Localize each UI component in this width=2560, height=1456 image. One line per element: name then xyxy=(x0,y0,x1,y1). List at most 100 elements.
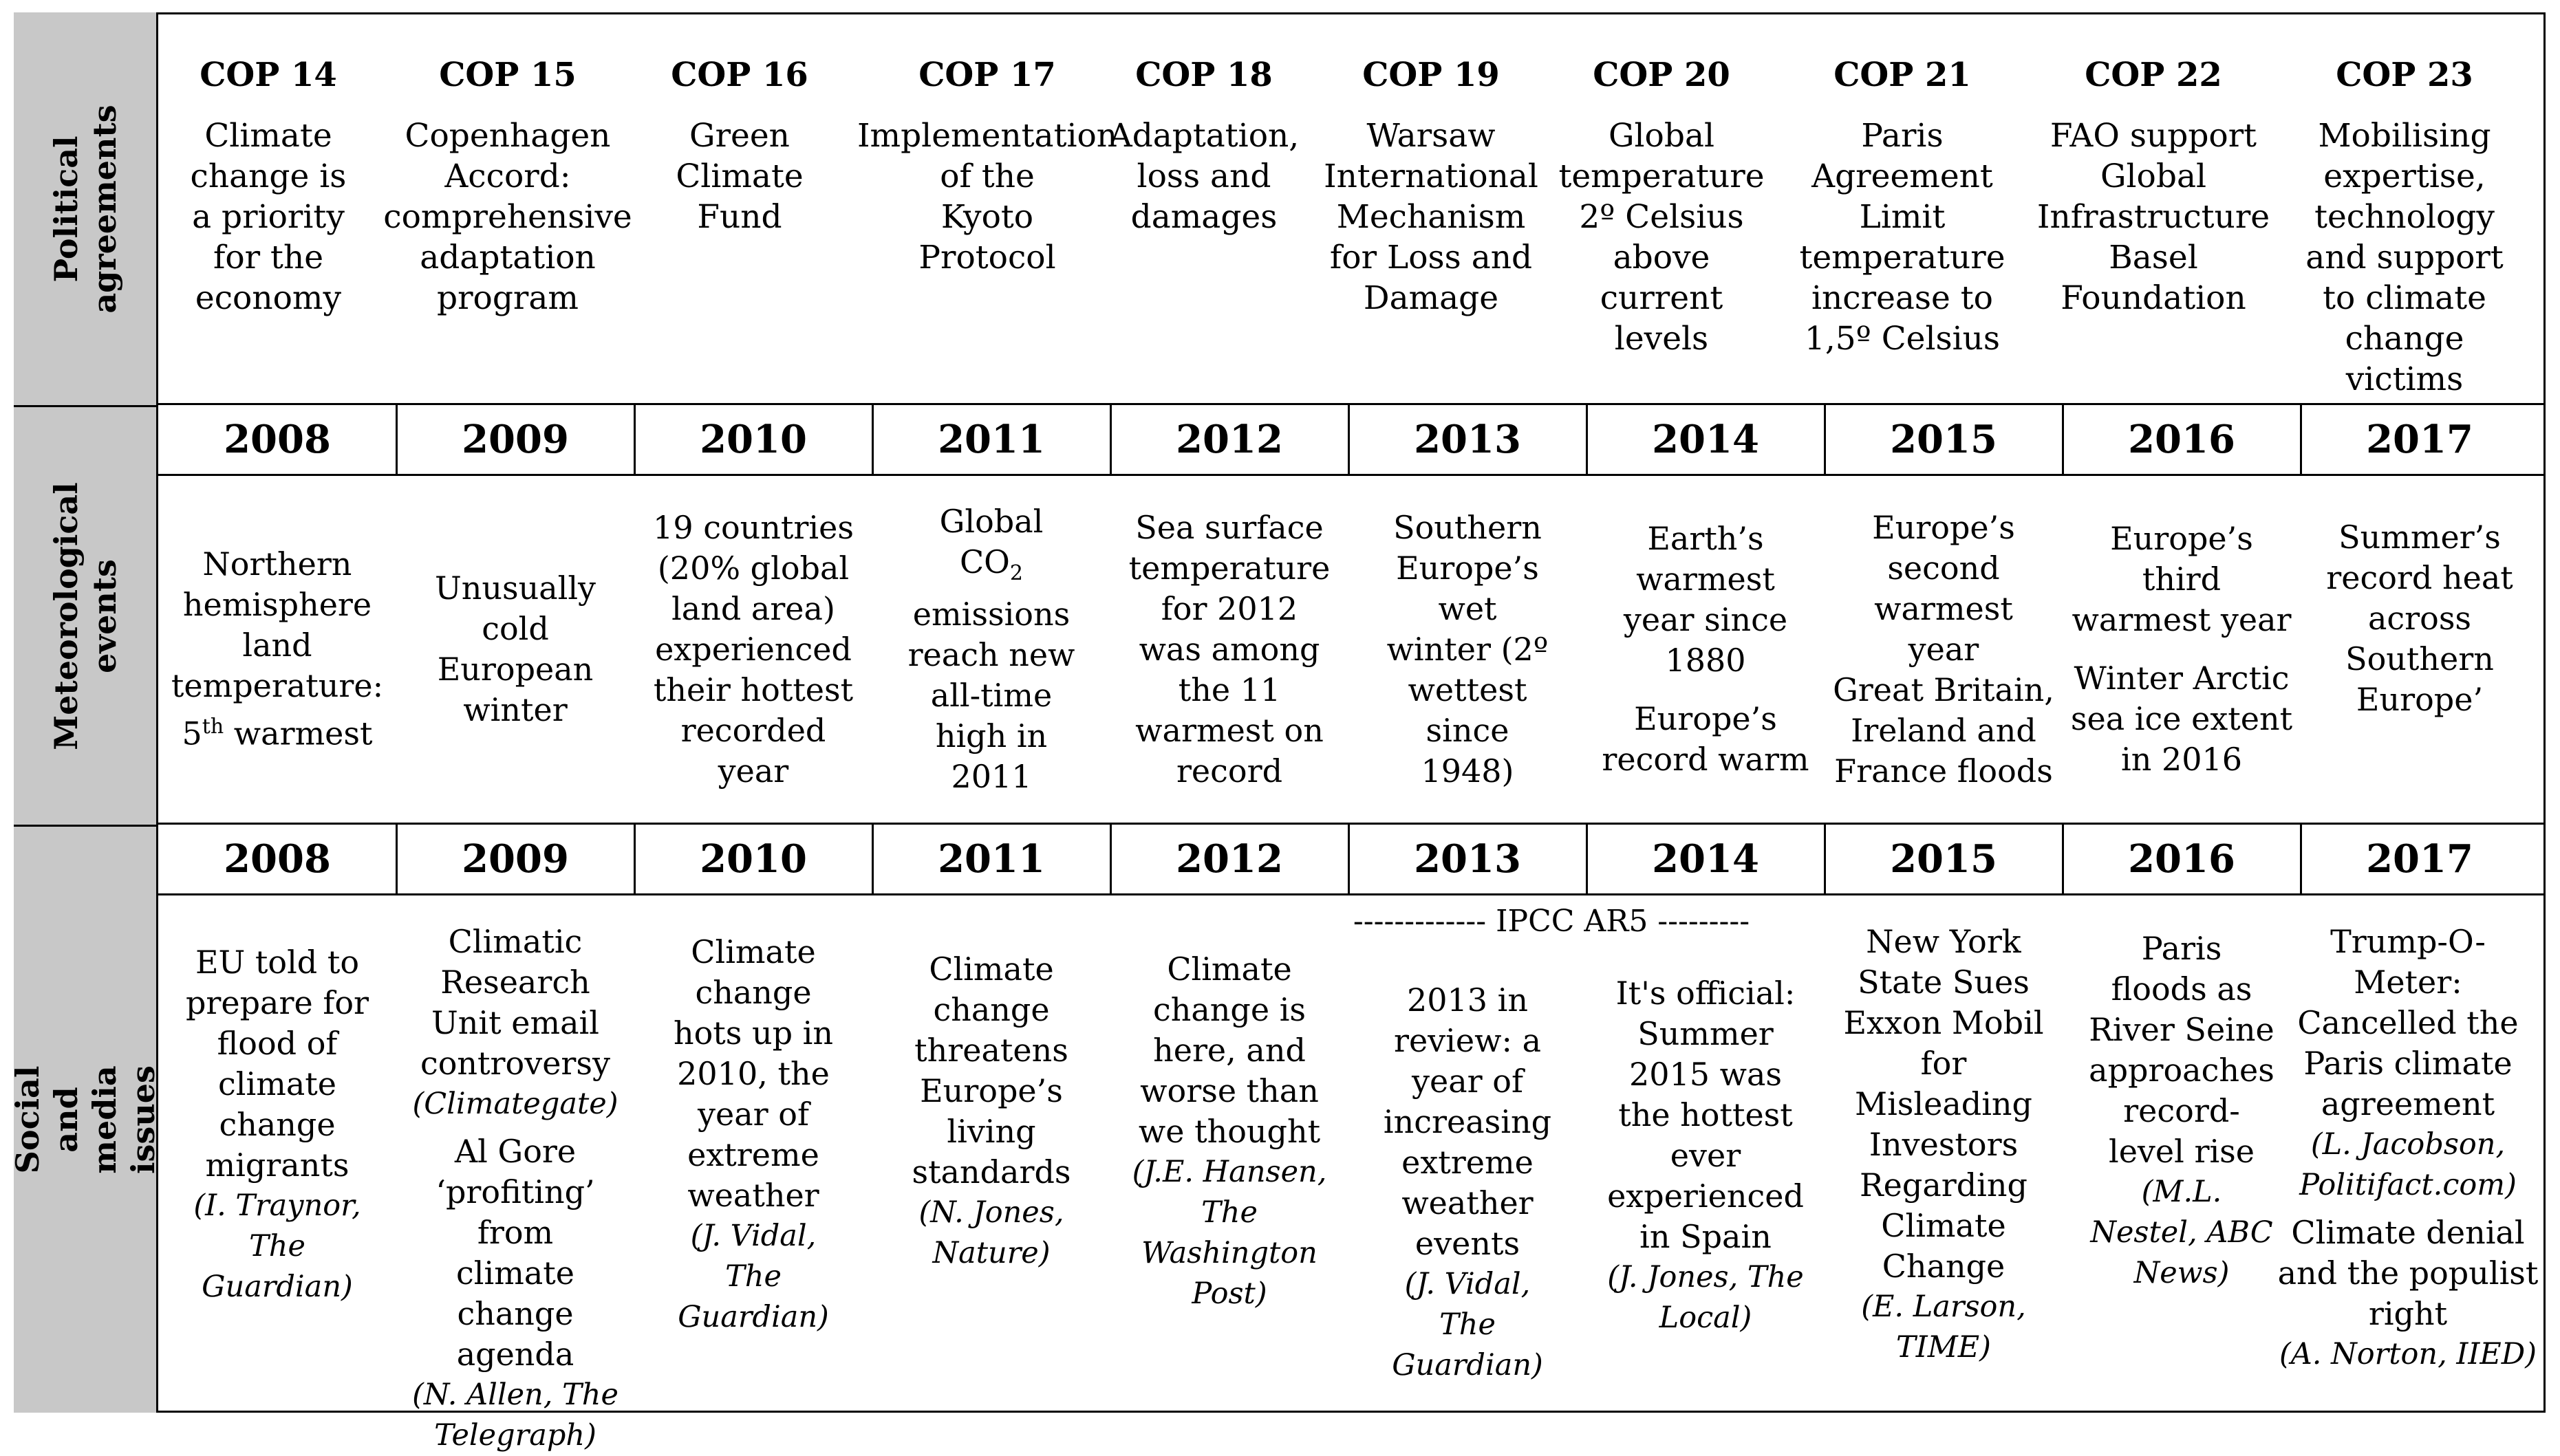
cop-cell-2013: COP 19 Warsaw International Mechanism for… xyxy=(1304,55,1558,318)
cop-cell-2009: COP 15 Copenhagen Accord: comprehensive a… xyxy=(377,55,638,318)
social-2014-cite: (J. Jones, The Local) xyxy=(1607,1260,1804,1335)
cop-name: COP 22 xyxy=(2085,56,2222,94)
cop-cell-2011: COP 17 Implementation of the Kyoto Protoc… xyxy=(850,55,1125,278)
cop-name: COP 16 xyxy=(671,56,808,94)
cop-name: COP 20 xyxy=(1593,56,1730,94)
cop-cell-2008: COP 14 Climate change is a priority for t… xyxy=(138,55,399,318)
cop-description: Paris Agreement Limit temperature increa… xyxy=(1799,117,2005,358)
cop-description: FAO support Global Infrastructure Basel … xyxy=(2036,117,2270,317)
year-label-band-2-2014: 2014 xyxy=(1652,836,1759,882)
year-divider xyxy=(2300,405,2302,476)
year-divider xyxy=(2062,825,2064,895)
meteo-2011-text: Global CO xyxy=(939,503,1044,581)
social-2012-text: Climate change is here, and worse than w… xyxy=(1138,950,1321,1150)
social-2017b-text: Climate denial and the populist right xyxy=(2277,1214,2539,1332)
cop-description: Green Climate Fund xyxy=(676,117,804,236)
meteo-2010: 19 countries (20% global land area) expe… xyxy=(634,476,872,823)
year-divider xyxy=(1110,405,1112,476)
meteo-2012-text: Sea surface temperature for 2012 was amo… xyxy=(1128,508,1331,790)
social-2013-cite: (J. Vidal, The Guardian) xyxy=(1392,1267,1543,1382)
cop-name: COP 14 xyxy=(200,56,337,94)
meteo-2015-text-b: Great Britain, Ireland and France floods xyxy=(1833,671,2054,790)
rule-bottom-year-band-1 xyxy=(158,474,2546,476)
year-label-band-2-2008: 2008 xyxy=(224,836,331,882)
year-label-band-1-2015: 2015 xyxy=(1890,417,1997,462)
meteo-2008-text: Northern hemisphere land temperature: 5 xyxy=(171,545,384,752)
cop-description: Adaptation, loss and damages xyxy=(1108,117,1300,236)
cop-name: COP 15 xyxy=(439,56,577,94)
social-2010: Climate change hots up in 2010, the year… xyxy=(634,915,872,1396)
meteo-2016: Europe’s third warmest year Winter Arcti… xyxy=(2063,476,2301,823)
cop-name: COP 21 xyxy=(1833,56,1971,94)
year-label-band-2-2013: 2013 xyxy=(1414,836,1521,882)
meteo-2017-text: Summer’s record heat across Southern Eur… xyxy=(2326,519,2513,718)
social-2009: Climatic Research Unit email controversy… xyxy=(396,915,634,1453)
social-2017a-text: Trump-O- Meter: Cancelled the Paris clim… xyxy=(2297,923,2519,1122)
meteo-2008: Northern hemisphere land temperature: 5t… xyxy=(158,476,396,823)
social-2012-cite: (J.E. Hansen, The Washington Post) xyxy=(1132,1155,1327,1311)
meteo-2008-sup: th xyxy=(202,715,224,739)
year-divider xyxy=(1348,405,1350,476)
social-2011: Climate change threatens Europe’s living… xyxy=(872,915,1110,1396)
year-divider xyxy=(872,825,874,895)
year-divider xyxy=(2300,825,2302,895)
row-label-meteorological: Meteorological events xyxy=(47,481,123,750)
social-2009a-text: Climatic Research Unit email controversy xyxy=(420,923,611,1082)
year-label-band-2-2015: 2015 xyxy=(1890,836,1997,882)
cop-cell-2014: COP 20 Global temperature 2º Celsius abov… xyxy=(1538,55,1785,359)
social-2016: Paris floods as River Seine approaches r… xyxy=(2063,915,2301,1396)
rule-top-year-band-1 xyxy=(158,403,2546,405)
cop-description: Warsaw International Mechanism for Loss … xyxy=(1324,117,1538,317)
year-divider xyxy=(634,825,636,895)
social-2015-text: New York State Sues Exxon Mobil for Misl… xyxy=(1843,923,2044,1285)
social-2015: New York State Sues Exxon Mobil for Misl… xyxy=(1825,908,2063,1403)
year-divider xyxy=(1110,825,1112,895)
meteo-2015: Europe’s second warmest year Great Brita… xyxy=(1825,476,2063,823)
meteo-2008-text-end: warmest xyxy=(224,715,373,752)
social-2010-cite: (J. Vidal, The Guardian) xyxy=(678,1219,829,1334)
social-2017: Trump-O- Meter: Cancelled the Paris clim… xyxy=(2270,908,2546,1403)
cop-cell-2017: COP 23 Mobilising expertise, technology a… xyxy=(2277,55,2532,400)
year-label-band-1-2012: 2012 xyxy=(1176,417,1283,462)
meteo-2009-text: Unusually cold European winter xyxy=(434,569,596,728)
social-2008: EU told to prepare for flood of climate … xyxy=(158,915,396,1396)
year-divider xyxy=(396,825,398,895)
year-label-band-1-2011: 2011 xyxy=(938,417,1045,462)
row-header-meteorological: Meteorological events xyxy=(14,405,158,825)
row-header-social: Social and media issues xyxy=(9,825,162,1413)
year-divider xyxy=(634,405,636,476)
meteo-2011-sub: 2 xyxy=(1009,561,1023,586)
cop-description: Climate change is a priority for the eco… xyxy=(190,117,347,317)
row-header-political: Political agreements xyxy=(14,12,158,405)
year-divider xyxy=(872,405,874,476)
social-2016-cite: (M.L. Nestel, ABC News) xyxy=(2090,1175,2273,1290)
meteo-2014: Earth’s warmest year since 1880 Europe’s… xyxy=(1586,476,1825,823)
social-2009b-text: Al Gore ‘profiting’ from climate change … xyxy=(435,1133,595,1373)
social-2017a-cite: (L. Jacobson, Politifact.com) xyxy=(2299,1127,2517,1202)
social-2014-text: It's official: Summer 2015 was the hotte… xyxy=(1607,975,1804,1255)
year-divider xyxy=(1824,405,1826,476)
social-2008-cite: (I. Traynor, The Guardian) xyxy=(193,1188,361,1304)
ipcc-ar5-label: ------------- IPCC AR5 --------- xyxy=(1353,904,1750,939)
meteo-2016-text-a: Europe’s third warmest year xyxy=(2072,520,2292,638)
social-2010-text: Climate change hots up in 2010, the year… xyxy=(673,933,834,1214)
year-label-band-1-2014: 2014 xyxy=(1652,417,1759,462)
row-label-social: Social and media issues xyxy=(8,1065,162,1174)
cop-name: COP 19 xyxy=(1362,56,1500,94)
social-2017b-cite: (A. Norton, IIED) xyxy=(2279,1337,2537,1371)
meteo-2013: Southern Europe’s wet winter (2º wettest… xyxy=(1348,476,1586,823)
year-label-band-2-2017: 2017 xyxy=(2366,836,2473,882)
year-label-band-2-2010: 2010 xyxy=(700,836,807,882)
meteo-2017: Summer’s record heat across Southern Eur… xyxy=(2301,476,2539,823)
meteo-2011-text-end: emissions reach new all-time high in 201… xyxy=(907,595,1075,795)
cop-name: COP 17 xyxy=(918,56,1056,94)
social-2013-text: 2013 in review: a year of increasing ext… xyxy=(1383,981,1552,1262)
rule-top-year-band-2 xyxy=(158,823,2546,825)
social-2015-cite: (E. Larson, TIME) xyxy=(1861,1290,2026,1365)
year-label-band-2-2012: 2012 xyxy=(1176,836,1283,882)
meteo-2016-text-b: Winter Arctic sea ice extent in 2016 xyxy=(2070,660,2293,778)
year-divider xyxy=(1824,825,1826,895)
meteo-2012: Sea surface temperature for 2012 was amo… xyxy=(1110,476,1348,823)
year-divider xyxy=(1586,825,1588,895)
social-2011-cite: (N. Jones, Nature) xyxy=(918,1195,1064,1270)
